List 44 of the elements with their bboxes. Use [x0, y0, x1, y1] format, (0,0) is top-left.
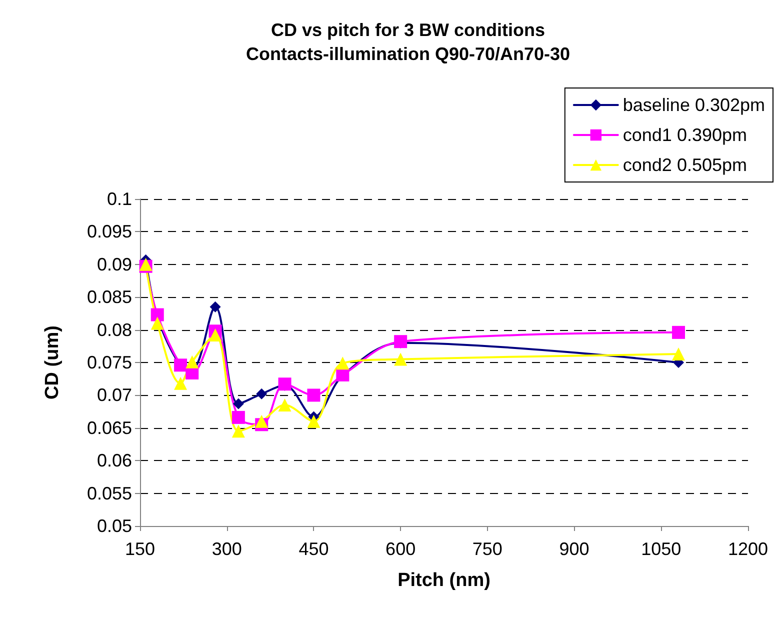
point: [208, 328, 222, 342]
x-tick-label: 450: [298, 539, 329, 559]
point: [307, 388, 320, 402]
point: [394, 352, 408, 366]
y-tick-label: 0.1: [106, 189, 132, 209]
point: [256, 388, 268, 400]
point: [672, 326, 686, 339]
x-tick-label: 750: [472, 539, 502, 559]
point: [336, 356, 350, 370]
chart-title: CD vs pitch for 3 BW conditions: [270, 20, 546, 40]
point: [307, 414, 320, 428]
legend-label: cond2 0.505pm: [622, 155, 747, 175]
point: [150, 316, 164, 330]
point: [232, 410, 245, 424]
y-axis-title: CD (um): [42, 326, 63, 400]
x-tick-label: 150: [124, 539, 156, 559]
y-tick-label: 0.085: [86, 287, 132, 308]
y-tick-label: 0.08: [96, 320, 132, 340]
legend-label: baseline 0.302pm: [622, 95, 766, 115]
chart-subtitle: Contacts-illumination Q90-70/An70-30: [246, 44, 570, 64]
y-tick-label: 0.095: [86, 222, 132, 242]
point: [232, 398, 244, 410]
y-tick-label: 0.075: [86, 352, 132, 372]
point: [174, 376, 188, 390]
point: [210, 301, 221, 312]
y-tick-label: 0.06: [96, 450, 132, 471]
point: [255, 414, 268, 428]
point: [278, 398, 292, 412]
y-tick-label: 0.055: [86, 483, 132, 504]
y-tick-label: 0.09: [96, 254, 132, 274]
y-tick-label: 0.065: [86, 418, 132, 438]
point: [150, 308, 164, 322]
point: [672, 348, 686, 360]
point: [186, 355, 199, 368]
x-tick-label: 1200: [728, 539, 768, 559]
point: [232, 424, 245, 438]
x-tick-label: 300: [212, 539, 242, 559]
y-tick-label: 0.07: [96, 385, 132, 406]
x-tick-label: 600: [386, 539, 416, 559]
legend-label: cond1 0.390pm: [622, 125, 747, 145]
x-tick-label: 1050: [641, 539, 682, 559]
x-tick-label: 900: [559, 539, 590, 559]
y-tick-label: 0.05: [96, 516, 132, 536]
x-axis-title: Pitch (nm): [398, 570, 490, 591]
